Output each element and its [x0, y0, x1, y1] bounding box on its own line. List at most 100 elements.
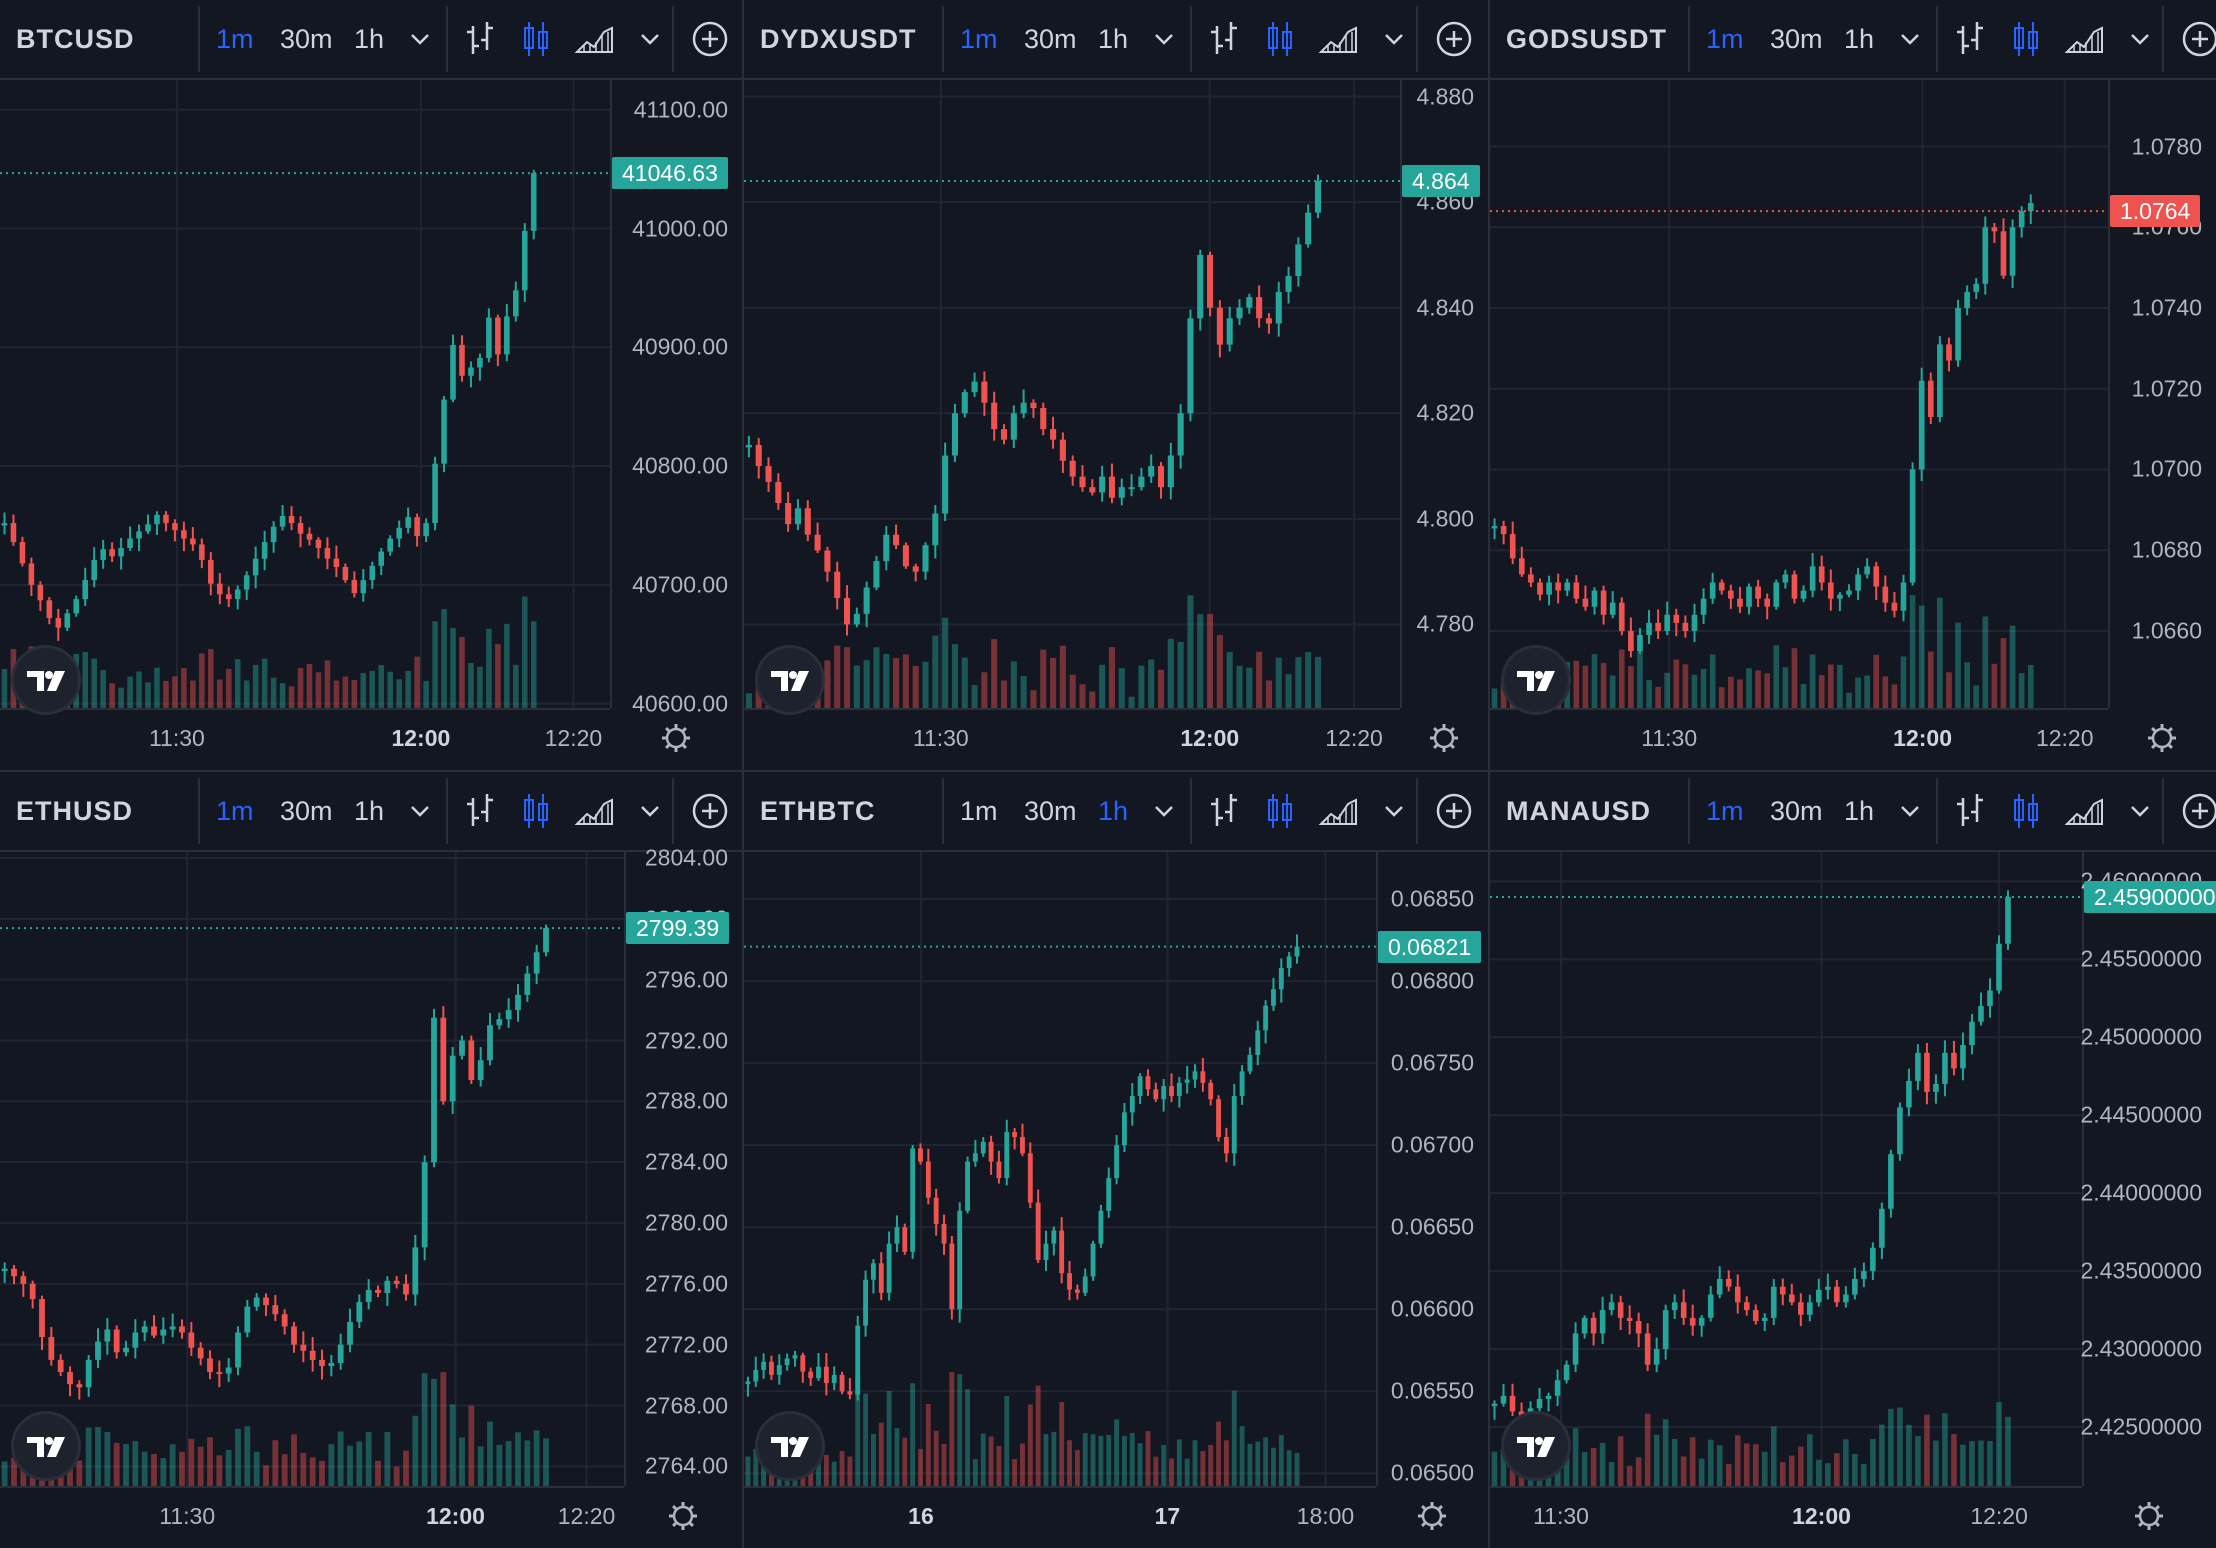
interval-30m[interactable]: 30m — [1024, 796, 1077, 826]
interval-1m[interactable]: 1m — [216, 796, 254, 826]
chevron-down-icon[interactable] — [1890, 772, 1930, 850]
interval-30m[interactable]: 30m — [280, 24, 333, 54]
add-icon[interactable] — [688, 0, 732, 78]
symbol-name[interactable]: GODSUSDT — [1506, 24, 1668, 54]
plot-area[interactable] — [744, 772, 1376, 1548]
interval-1h[interactable]: 1h — [354, 24, 385, 54]
price-axis[interactable]: 2.460000002.455000002.450000002.44500000… — [2080, 852, 2216, 1486]
chevron-down-icon[interactable] — [1890, 0, 1930, 78]
chevron-down-icon[interactable] — [630, 772, 670, 850]
symbol-name[interactable]: ETHUSD — [16, 796, 134, 826]
add-icon[interactable] — [2178, 772, 2216, 850]
area-chart-icon[interactable] — [574, 0, 614, 78]
interval-1h[interactable]: 1h — [1098, 24, 1129, 54]
settings-gear-icon[interactable] — [645, 708, 707, 770]
chevron-down-icon[interactable] — [2120, 0, 2160, 78]
chart-panel-godsusdt[interactable]: GODSUSDT 1m 30m 1h 1.07801.07601.07401.07201… — [1490, 0, 2216, 770]
price-axis[interactable]: 41100.00 41000.00 40900.00 40800.00 40700.00… — [610, 80, 742, 716]
add-icon[interactable] — [1432, 0, 1476, 78]
price-axis[interactable]: 0.06850 0.06800 0.06750 0.06700 0.06650 0.066… — [1376, 852, 1488, 1486]
interval-1m[interactable]: 1m — [960, 24, 998, 54]
area-chart-icon[interactable] — [2064, 772, 2104, 850]
bar-chart-icon[interactable] — [460, 772, 500, 850]
interval-1h[interactable]: 1h — [1844, 796, 1875, 826]
interval-1h[interactable]: 1h — [1844, 24, 1875, 54]
interval-1h[interactable]: 1h — [1098, 796, 1129, 826]
tradingview-logo-icon[interactable] — [758, 648, 822, 712]
area-chart-icon[interactable] — [1318, 772, 1358, 850]
interval-1m[interactable]: 1m — [1706, 24, 1744, 54]
chevron-down-icon[interactable] — [630, 0, 670, 78]
price-axis[interactable]: 4.880 4.860 4.840 4.820 4.800 4.780 4.864 — [1400, 80, 1488, 708]
settings-gear-icon[interactable] — [1413, 708, 1475, 770]
time-axis[interactable]: 11:30 12:00 12:20 — [1490, 708, 2108, 770]
settings-gear-icon[interactable] — [652, 1486, 714, 1548]
bar-chart-icon[interactable] — [1950, 0, 1990, 78]
chevron-down-icon[interactable] — [1144, 772, 1184, 850]
settings-gear-icon[interactable] — [2131, 708, 2193, 770]
area-chart-icon[interactable] — [2064, 0, 2104, 78]
price-axis[interactable]: 2804.002800.002796.002792.002788.002784.… — [624, 845, 742, 1486]
add-icon[interactable] — [1432, 772, 1476, 850]
chevron-down-icon[interactable] — [400, 772, 440, 850]
bar-chart-icon[interactable] — [1204, 0, 1244, 78]
chevron-down-icon[interactable] — [1374, 0, 1414, 78]
volume-bar — [1090, 1434, 1096, 1486]
interval-1h[interactable]: 1h — [354, 796, 385, 826]
settings-gear-icon[interactable] — [1401, 1486, 1463, 1548]
interval-1m[interactable]: 1m — [960, 796, 998, 826]
time-axis[interactable]: 11:30 12:00 12:20 — [1490, 1486, 2082, 1548]
tradingview-logo-icon[interactable] — [14, 1414, 78, 1478]
candles-icon[interactable] — [1260, 772, 1300, 850]
interval-30m[interactable]: 30m — [1770, 24, 1823, 54]
interval-30m[interactable]: 30m — [1024, 24, 1077, 54]
chart-panel-btcusd[interactable]: BTCUSD 1m 30m 1h 41100.00 41000.00 40900.00 408… — [0, 0, 742, 770]
candles-icon[interactable] — [2006, 0, 2046, 78]
candles-icon[interactable] — [516, 772, 556, 850]
time-axis[interactable]: 11:30 12:00 12:20 — [0, 708, 610, 770]
area-chart-icon[interactable] — [574, 772, 614, 850]
interval-1m[interactable]: 1m — [216, 24, 254, 54]
chart-panel-dydxusdt[interactable]: DYDXUSDT 1m 30m 1h 4.880 4.860 4.840 4.820 4.800… — [744, 0, 1488, 770]
interval-1m[interactable]: 1m — [1706, 796, 1744, 826]
chart-panel-ethusd[interactable]: ETHUSD 1m 30m 1h 2804.002800.002796.002792.0… — [0, 772, 742, 1548]
plot-area[interactable] — [0, 0, 610, 770]
symbol-name[interactable]: MANAUSD — [1506, 796, 1651, 826]
bar-chart-icon[interactable] — [1950, 772, 1990, 850]
candles-icon[interactable] — [516, 0, 556, 78]
volume-bar — [991, 639, 998, 708]
price-axis[interactable]: 1.07801.07601.07401.07201.07001.06801.06… — [2108, 80, 2216, 708]
symbol-name[interactable]: BTCUSD — [16, 24, 135, 54]
add-icon[interactable] — [2178, 0, 2216, 78]
toolbar-divider — [198, 6, 200, 72]
tradingview-logo-icon[interactable] — [1504, 648, 1568, 712]
candles-icon[interactable] — [1260, 0, 1300, 78]
tradingview-logo-icon[interactable] — [758, 1414, 822, 1478]
tradingview-logo-icon[interactable] — [1504, 1414, 1568, 1478]
chart-panel-ethbtc[interactable]: ETHBTC 1m 30m 1h 0.06850 0.06800 0.06750 0.0670… — [744, 772, 1488, 1548]
chevron-down-icon[interactable] — [400, 0, 440, 78]
time-axis[interactable]: 16 17 18:00 — [744, 1486, 1376, 1548]
chart-panel-manausd[interactable]: MANAUSD 1m 30m 1h 2.460000002.455000002.4500… — [1490, 772, 2216, 1548]
time-axis[interactable]: 11:30 12:00 12:20 — [744, 708, 1400, 770]
plot-area[interactable] — [1490, 772, 2082, 1548]
bar-chart-icon[interactable] — [1204, 772, 1244, 850]
plot-area[interactable] — [1490, 0, 2108, 770]
time-axis[interactable]: 11:30 12:00 12:20 — [0, 1486, 624, 1548]
symbol-name[interactable]: DYDXUSDT — [760, 24, 917, 54]
area-chart-icon[interactable] — [1318, 0, 1358, 78]
settings-gear-icon[interactable] — [2118, 1486, 2180, 1548]
plot-area[interactable] — [744, 0, 1400, 770]
bar-chart-icon[interactable] — [460, 0, 500, 78]
interval-30m[interactable]: 30m — [1770, 796, 1823, 826]
tradingview-logo-icon[interactable] — [14, 648, 78, 712]
plot-area[interactable] — [0, 772, 624, 1548]
candles-icon[interactable] — [2006, 772, 2046, 850]
chevron-down-icon[interactable] — [2120, 772, 2160, 850]
symbol-name[interactable]: ETHBTC — [760, 796, 876, 826]
interval-30m[interactable]: 30m — [280, 796, 333, 826]
chevron-down-icon[interactable] — [1144, 0, 1184, 78]
candle-body — [449, 1055, 456, 1102]
add-icon[interactable] — [688, 772, 732, 850]
chevron-down-icon[interactable] — [1374, 772, 1414, 850]
